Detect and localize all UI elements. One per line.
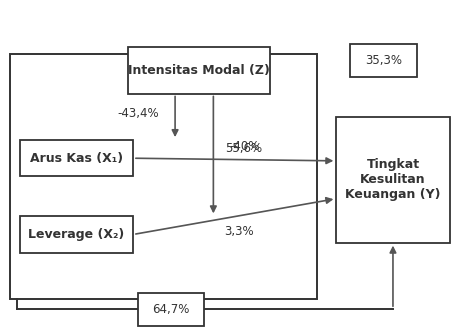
Text: Intensitas Modal (Z): Intensitas Modal (Z) bbox=[128, 64, 270, 77]
FancyBboxPatch shape bbox=[350, 44, 417, 77]
Text: 64,7%: 64,7% bbox=[152, 303, 190, 316]
FancyBboxPatch shape bbox=[19, 216, 133, 253]
Text: 55,6%: 55,6% bbox=[225, 142, 262, 155]
Text: -43,4%: -43,4% bbox=[117, 107, 158, 120]
Text: Arus Kas (X₁): Arus Kas (X₁) bbox=[30, 152, 123, 165]
Text: 35,3%: 35,3% bbox=[365, 54, 402, 67]
Text: 3,3%: 3,3% bbox=[225, 225, 254, 238]
FancyBboxPatch shape bbox=[19, 140, 133, 176]
FancyBboxPatch shape bbox=[128, 47, 270, 94]
Text: Tingkat
Kesulitan
Keuangan (Y): Tingkat Kesulitan Keuangan (Y) bbox=[345, 158, 441, 201]
Text: -40%: -40% bbox=[229, 140, 259, 153]
Text: Leverage (X₂): Leverage (X₂) bbox=[28, 228, 125, 241]
FancyBboxPatch shape bbox=[138, 292, 204, 326]
FancyBboxPatch shape bbox=[336, 117, 450, 243]
